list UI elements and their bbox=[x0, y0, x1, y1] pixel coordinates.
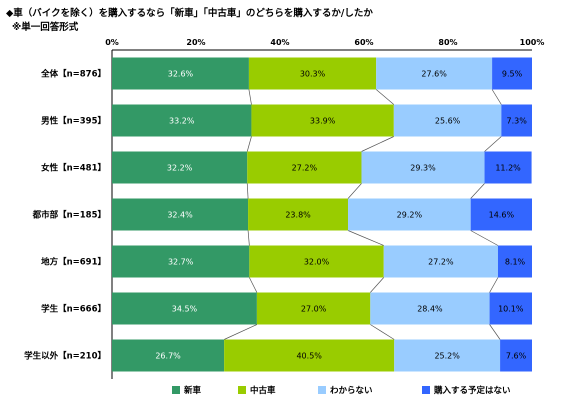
bar-segment bbox=[248, 198, 349, 231]
data-label: 10.1% bbox=[498, 305, 524, 314]
series-connector-line bbox=[347, 230, 384, 246]
legend-swatch bbox=[238, 386, 246, 394]
series-connector-line bbox=[248, 89, 252, 105]
series-connector-line bbox=[375, 89, 395, 105]
series-connector-line bbox=[223, 324, 258, 340]
data-label: 25.2% bbox=[434, 352, 460, 361]
bar-segment bbox=[500, 339, 532, 372]
legend-label: 中古車 bbox=[250, 385, 276, 396]
bar-segment bbox=[376, 57, 493, 90]
category-label: 女性【n=481】 bbox=[41, 163, 106, 174]
category-label: 全体【n=876】 bbox=[40, 69, 106, 80]
bar-segment bbox=[224, 339, 395, 372]
x-tick-label: 100% bbox=[520, 38, 545, 47]
series-connector-line bbox=[489, 277, 499, 293]
category-label: 都市部【n=185】 bbox=[32, 210, 106, 221]
data-label: 33.9% bbox=[310, 117, 336, 126]
data-label: 33.2% bbox=[169, 117, 195, 126]
data-label: 29.3% bbox=[410, 164, 436, 173]
legend-label: 購入する予定はない bbox=[433, 385, 511, 396]
series-connector-line bbox=[246, 136, 252, 152]
bar-segment bbox=[112, 245, 250, 278]
category-label: 学生以外【n=210】 bbox=[24, 351, 106, 362]
x-tick-label: 40% bbox=[270, 38, 289, 47]
data-label: 32.6% bbox=[168, 70, 194, 79]
legend-swatch bbox=[422, 386, 430, 394]
series-connector-line bbox=[361, 136, 394, 152]
bar-segment bbox=[112, 104, 252, 137]
x-tick-label: 80% bbox=[438, 38, 457, 47]
legend-label: 新車 bbox=[184, 385, 202, 396]
series-connector-line bbox=[484, 136, 502, 152]
bar-segment bbox=[492, 57, 532, 90]
bar-segment bbox=[248, 57, 377, 90]
data-label: 11.2% bbox=[495, 164, 521, 173]
data-label: 27.0% bbox=[301, 305, 327, 314]
bar-segment bbox=[112, 151, 248, 184]
data-label: 28.4% bbox=[417, 305, 443, 314]
bar-segment bbox=[393, 104, 502, 137]
category-label: 男性【n=395】 bbox=[41, 116, 106, 127]
bar-segment bbox=[112, 57, 249, 90]
x-tick-label: 60% bbox=[354, 38, 373, 47]
bar-segment bbox=[112, 339, 225, 372]
series-connector-line bbox=[489, 324, 501, 340]
data-label: 32.7% bbox=[168, 258, 194, 267]
data-label: 30.3% bbox=[300, 70, 326, 79]
series-connector-line bbox=[491, 89, 502, 105]
bar-segment bbox=[251, 104, 394, 137]
data-label: 27.2% bbox=[292, 164, 318, 173]
data-label: 32.0% bbox=[304, 258, 330, 267]
data-label: 7.6% bbox=[506, 352, 527, 361]
bar-segment bbox=[361, 151, 485, 184]
bar-segment bbox=[394, 339, 501, 372]
category-label: 地方【n=691】 bbox=[41, 257, 106, 268]
chart-title: ◆車（バイクを除く）を購入するなら「新車」「中古車」のどちらを購入するか/したか bbox=[6, 8, 373, 19]
data-label: 29.2% bbox=[397, 211, 423, 220]
legend-label: わからない bbox=[330, 386, 373, 396]
series-connector-line bbox=[470, 183, 485, 199]
series-connector-line bbox=[370, 277, 385, 293]
data-label: 14.6% bbox=[489, 211, 515, 220]
data-label: 27.6% bbox=[421, 70, 447, 79]
data-label: 32.4% bbox=[167, 211, 193, 220]
bar-segment bbox=[470, 198, 532, 231]
bar-segment bbox=[249, 245, 384, 278]
data-label: 40.5% bbox=[296, 352, 322, 361]
legend-swatch bbox=[172, 386, 180, 394]
data-label: 7.3% bbox=[507, 117, 528, 126]
x-tick-label: 20% bbox=[186, 38, 205, 47]
bar-segment bbox=[370, 292, 490, 325]
series-connector-line bbox=[247, 230, 250, 246]
chart-subtitle: ※単一回答形式 bbox=[12, 22, 79, 33]
bar-segment bbox=[501, 104, 532, 137]
bar-segment bbox=[348, 198, 471, 231]
bar-segment bbox=[247, 151, 362, 184]
legend-swatch bbox=[318, 386, 326, 394]
bar-segment bbox=[112, 198, 249, 231]
data-label: 32.2% bbox=[167, 164, 193, 173]
series-connector-line bbox=[470, 230, 499, 246]
bar-segment bbox=[489, 292, 532, 325]
data-label: 34.5% bbox=[172, 305, 198, 314]
data-label: 26.7% bbox=[155, 352, 181, 361]
data-label: 27.2% bbox=[428, 258, 454, 267]
bar-segment bbox=[112, 292, 257, 325]
series-connector-line bbox=[370, 324, 395, 340]
bar-segment bbox=[497, 245, 532, 278]
category-label: 学生【n=666】 bbox=[41, 304, 106, 315]
data-label: 9.5% bbox=[502, 70, 523, 79]
series-connector-line bbox=[249, 277, 258, 293]
data-label: 25.6% bbox=[435, 117, 461, 126]
data-label: 8.1% bbox=[505, 258, 526, 267]
data-label: 23.8% bbox=[285, 211, 311, 220]
series-connector-line bbox=[347, 183, 362, 199]
x-tick-label: 0% bbox=[105, 38, 119, 47]
bar-segment bbox=[484, 151, 532, 184]
bar-segment bbox=[383, 245, 498, 278]
bar-segment bbox=[256, 292, 371, 325]
series-connector-line bbox=[246, 183, 249, 199]
